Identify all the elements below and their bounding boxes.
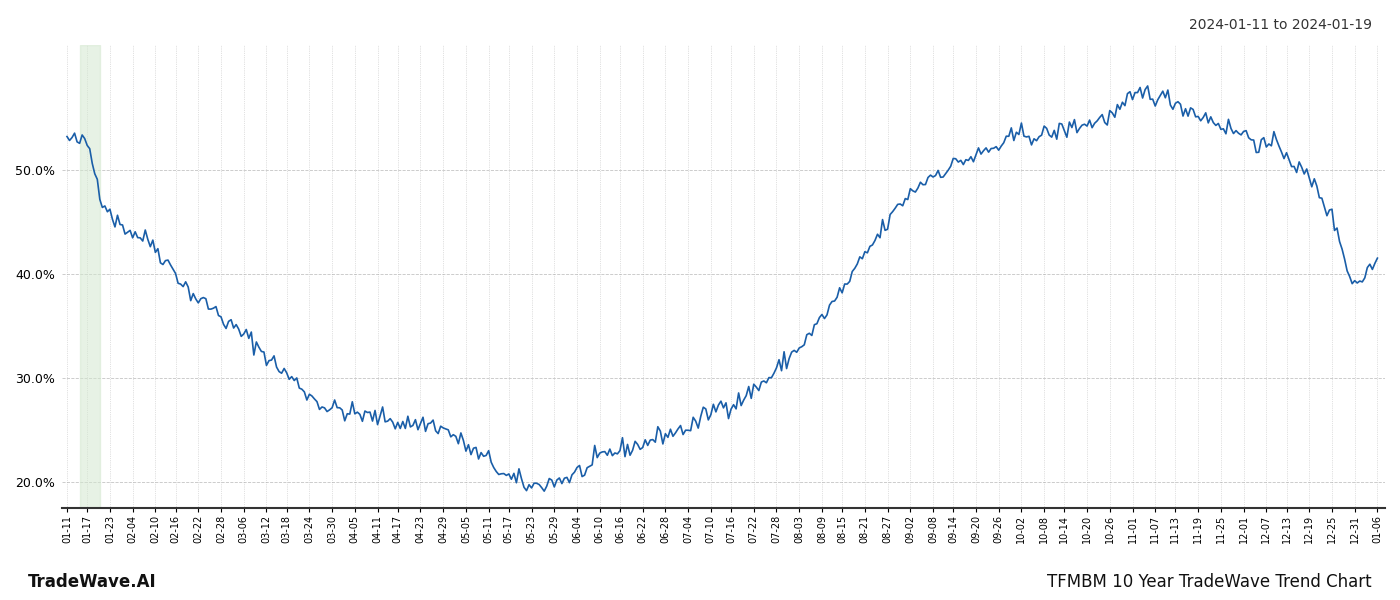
- Bar: [80, 45, 99, 508]
- Text: TradeWave.AI: TradeWave.AI: [28, 573, 157, 591]
- Text: 2024-01-11 to 2024-01-19: 2024-01-11 to 2024-01-19: [1189, 18, 1372, 32]
- Text: TFMBM 10 Year TradeWave Trend Chart: TFMBM 10 Year TradeWave Trend Chart: [1047, 573, 1372, 591]
